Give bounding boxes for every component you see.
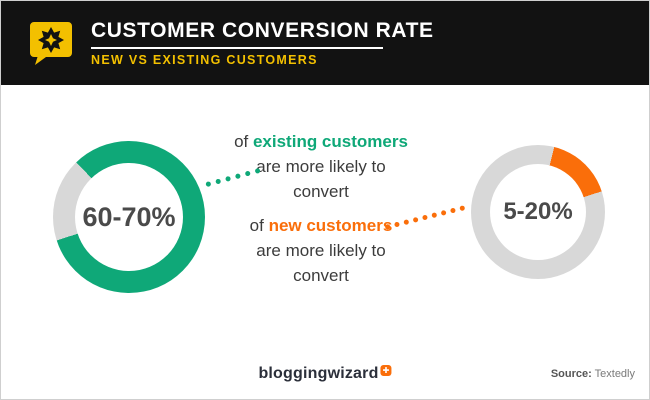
donut-new-value: 5-20% bbox=[503, 198, 573, 225]
header-text-block: CUSTOMER CONVERSION RATE NEW VS EXISTING… bbox=[91, 19, 434, 67]
annotation-new-line2: are more likely to bbox=[256, 241, 386, 260]
annotation-existing-line2: are more likely to bbox=[256, 157, 386, 176]
source-label: Source: bbox=[550, 368, 592, 380]
bloggingwizard-wordmark: bloggingwizard bbox=[258, 365, 379, 382]
annotation-existing-highlight: existing customers bbox=[252, 132, 408, 151]
annotation-prefix: of bbox=[249, 216, 269, 235]
annotation-new-highlight: new customers bbox=[268, 216, 393, 235]
title-divider bbox=[91, 47, 383, 50]
annotation-existing-line1: of existing customers bbox=[214, 129, 428, 154]
chart-area: 60-70% 5-20% of existing customers are m… bbox=[1, 85, 649, 399]
source-credit: Source: Textedly bbox=[551, 368, 635, 380]
page-subtitle: NEW VS EXISTING CUSTOMERS bbox=[91, 53, 318, 68]
donut-new-hole: 5-20% bbox=[490, 164, 586, 260]
source-value: Textedly bbox=[594, 368, 635, 380]
bloggingwizard-logo: bloggingwizard ✚ bbox=[258, 365, 392, 383]
page-title: CUSTOMER CONVERSION RATE bbox=[91, 18, 434, 42]
donut-existing-value: 60-70% bbox=[82, 201, 176, 232]
annotation-new-line1: of new customers bbox=[214, 213, 428, 238]
annotation-prefix: of bbox=[234, 132, 253, 151]
annotation-new: of new customers are more likely to conv… bbox=[214, 213, 428, 288]
annotation-existing-line3: convert bbox=[293, 182, 349, 201]
donut-existing-hole: 60-70% bbox=[75, 163, 183, 271]
donut-new-customers: 5-20% bbox=[471, 145, 605, 279]
speech-bubble-star-icon bbox=[27, 19, 75, 67]
donut-existing-customers: 60-70% bbox=[53, 141, 205, 293]
header-banner: CUSTOMER CONVERSION RATE NEW VS EXISTING… bbox=[1, 1, 649, 85]
annotation-existing: of existing customers are more likely to… bbox=[214, 129, 428, 204]
annotation-new-line3: convert bbox=[293, 266, 349, 285]
plus-icon: ✚ bbox=[380, 365, 392, 376]
